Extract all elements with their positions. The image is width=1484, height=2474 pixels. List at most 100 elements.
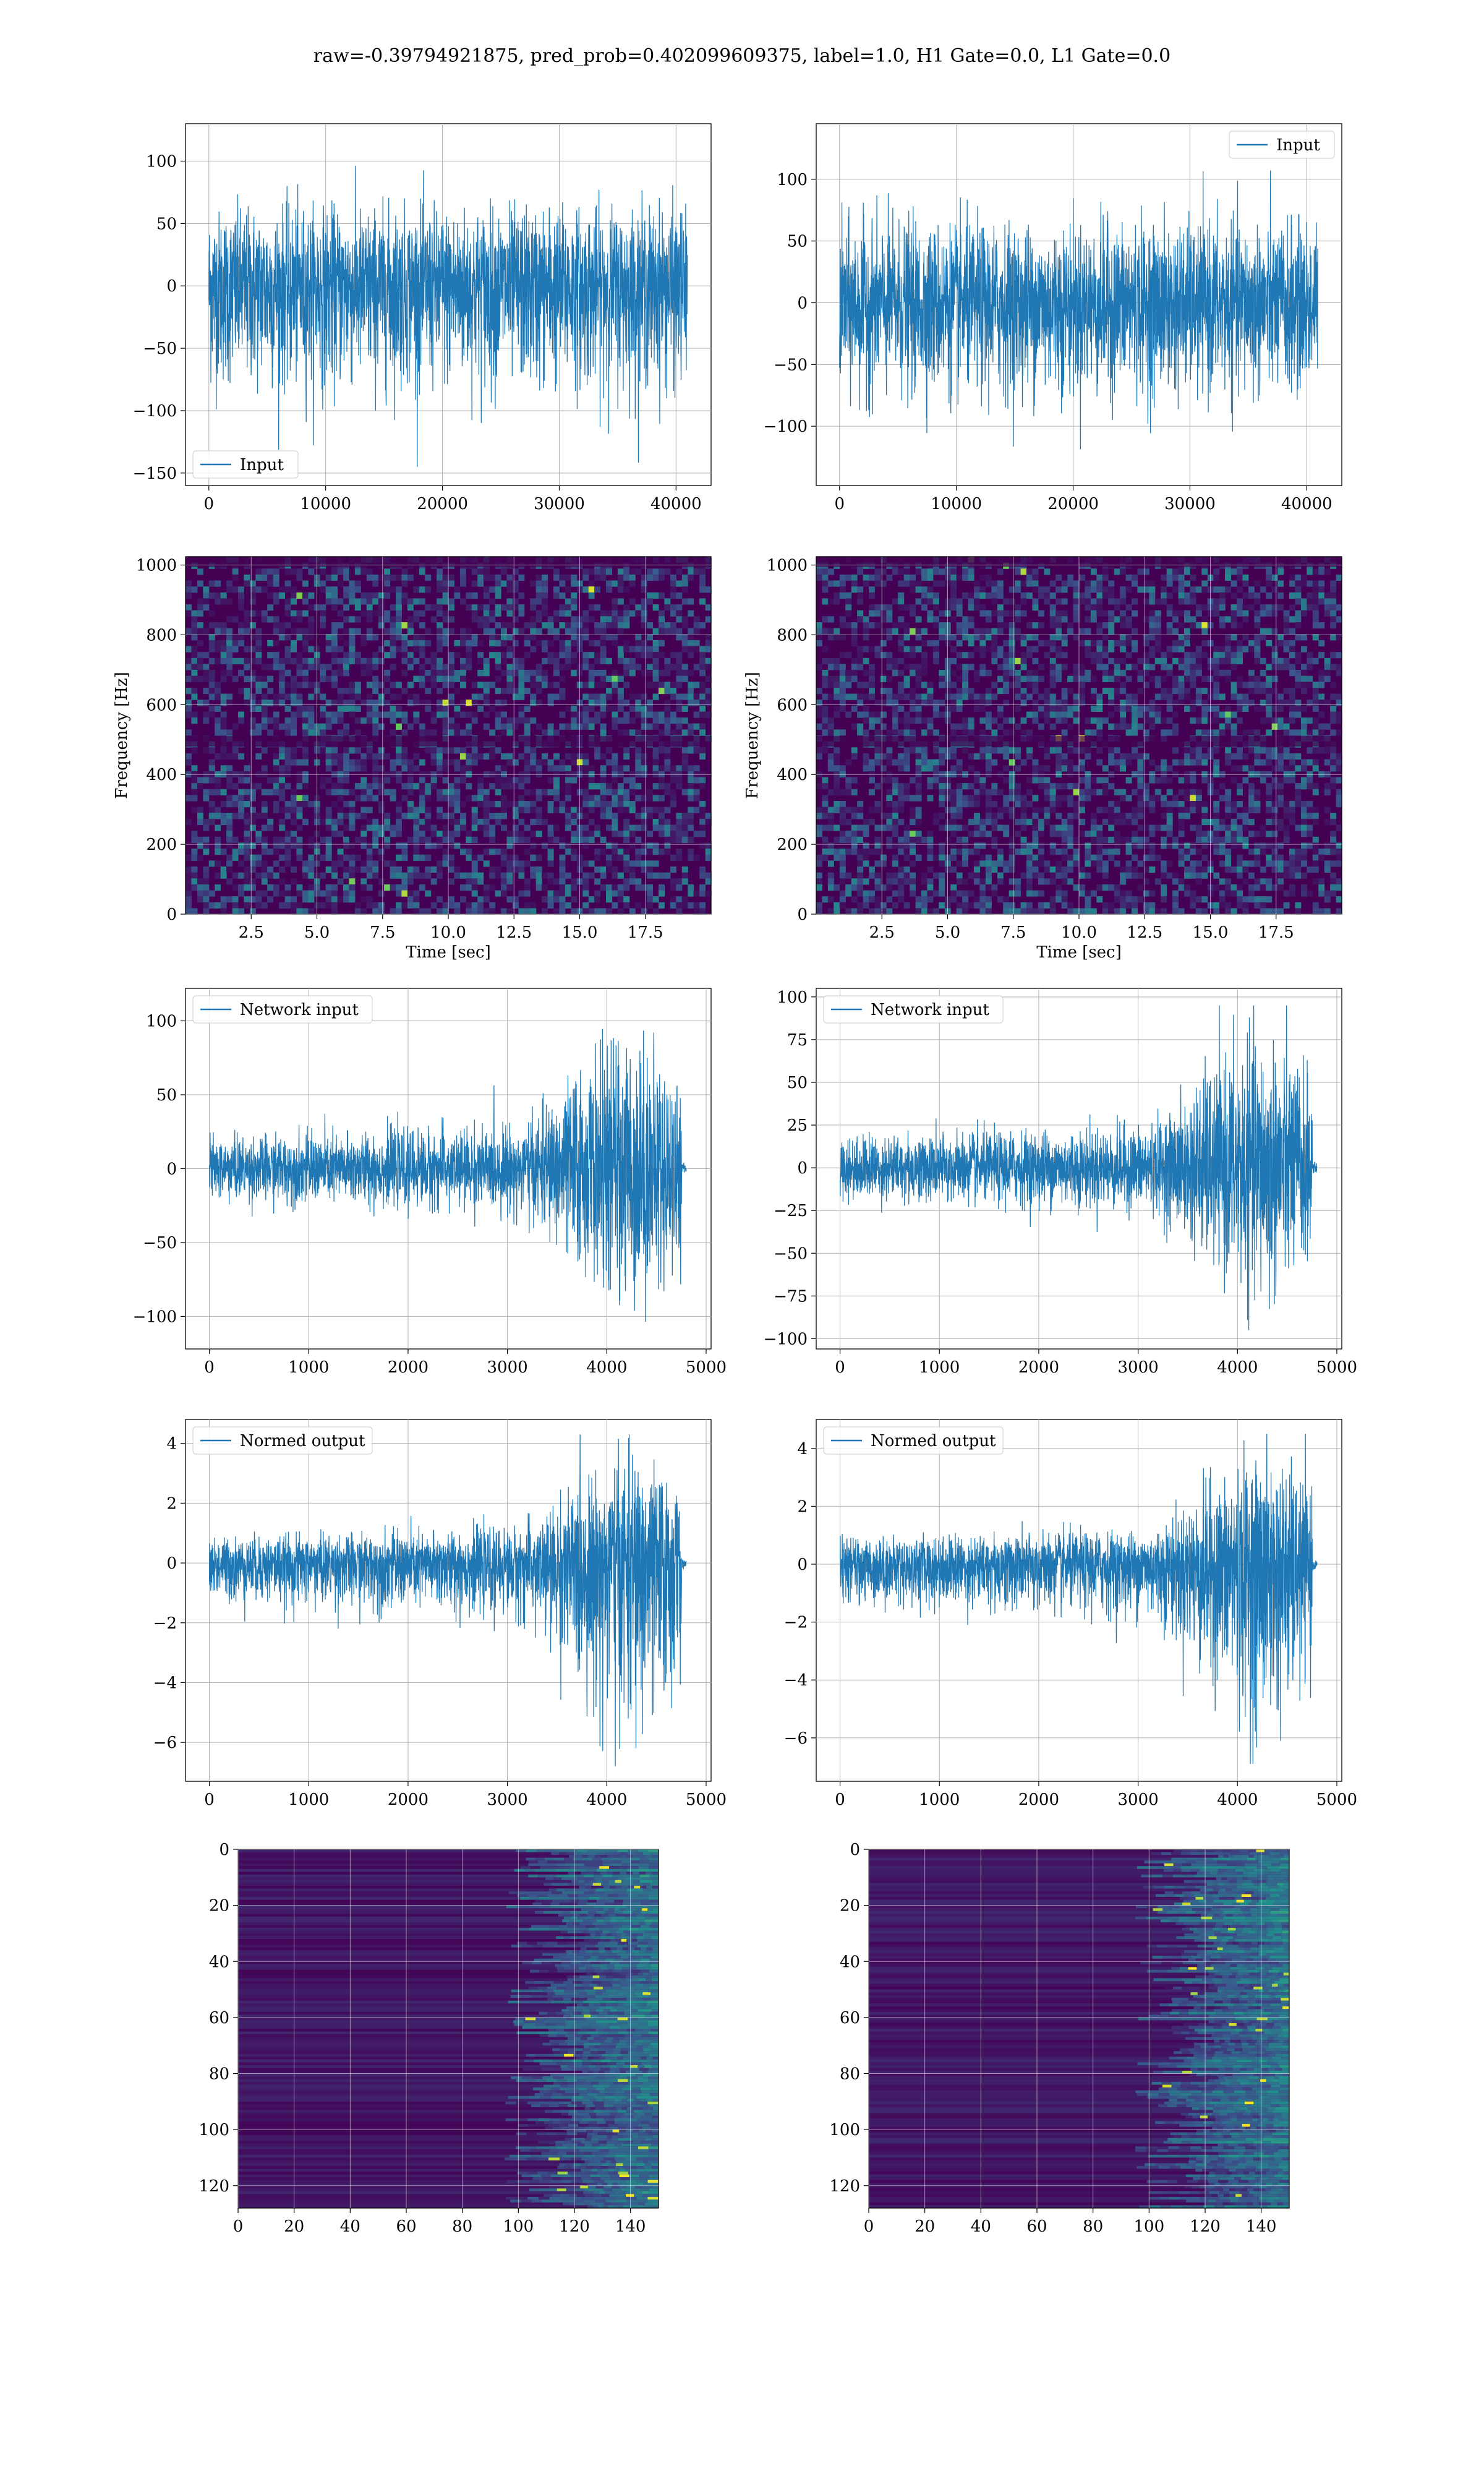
heatmap-cell [1085, 717, 1091, 724]
heatmap-cell [396, 801, 402, 808]
heatmap-cell [226, 628, 233, 635]
heatmap-cell [985, 616, 992, 623]
heatmap-cell [699, 884, 706, 891]
heatmap-cell [892, 878, 898, 885]
heatmap-cell [652, 640, 659, 647]
heatmap-cell [506, 652, 513, 659]
heatmap-cell [454, 801, 461, 808]
heatmap-cell [401, 634, 408, 641]
heatmap-cell [489, 831, 496, 837]
heatmap-cell [816, 831, 822, 837]
heatmap-cell [459, 765, 466, 772]
heatmap-cell [892, 723, 898, 730]
heatmap-cell [203, 878, 210, 885]
heatmap-cell [325, 586, 332, 593]
heatmap-cell [623, 646, 630, 653]
heatmap-cell [372, 777, 379, 784]
heatmap-cell [1073, 705, 1080, 712]
heatmap-cell [886, 693, 893, 700]
heatmap-cell [360, 807, 367, 813]
heatmap-cell [910, 884, 916, 891]
heatmap-cell [921, 753, 927, 760]
heatmap-cell [267, 849, 274, 855]
heatmap-cell [349, 884, 356, 891]
heatmap-cell [325, 807, 332, 813]
heatmap-cell [968, 634, 974, 641]
heatmap-cell [372, 753, 379, 760]
heatmap-cell [249, 908, 256, 915]
heatmap-cell [547, 807, 554, 813]
heatmap-cell [354, 604, 361, 611]
heatmap-cell [331, 824, 338, 831]
heatmap-cell [600, 675, 607, 682]
heatmap-cell [331, 652, 338, 659]
heatmap-cell [886, 753, 893, 760]
heatmap-cell [501, 604, 507, 611]
heatmap-cell [1096, 664, 1103, 670]
heatmap-cell [571, 604, 578, 611]
heatmap-cell [845, 675, 852, 682]
heatmap-cell [979, 854, 986, 861]
heatmap-cell [284, 610, 291, 617]
heatmap-cell [442, 670, 449, 677]
heatmap-cell [291, 723, 297, 730]
heatmap-cell [676, 723, 683, 730]
heatmap-cell [220, 693, 227, 700]
heatmap-cell [880, 765, 887, 772]
heatmap-cell [331, 640, 338, 647]
heatmap-cell [612, 824, 618, 831]
heatmap-cell [659, 777, 665, 784]
heatmap-cell [208, 592, 215, 599]
heatmap-cell [932, 890, 939, 897]
heatmap-cell [851, 789, 858, 795]
heatmap-cell [284, 860, 291, 867]
heatmap-cell [512, 824, 519, 831]
heatmap-cell [343, 747, 349, 754]
heatmap-cell [927, 759, 934, 766]
heatmap-cell [1009, 789, 1015, 795]
heatmap-cell [284, 568, 291, 575]
heatmap-cell [565, 598, 571, 605]
heatmap-cell [553, 908, 560, 915]
heatmap-cell [676, 652, 683, 659]
heatmap-cell [284, 717, 291, 724]
heatmap-cell [413, 616, 420, 623]
heatmap-cell [635, 878, 642, 885]
heatmap-cell [535, 789, 542, 795]
heatmap-cell [641, 580, 647, 587]
heatmap-cell [588, 675, 595, 682]
heatmap-cell [203, 824, 210, 831]
heatmap-cell [1079, 789, 1085, 795]
heatmap-cell [547, 652, 554, 659]
heatmap-cell [284, 670, 291, 677]
heatmap-cell [903, 836, 910, 843]
heatmap-cell [249, 670, 256, 677]
heatmap-cell [641, 670, 647, 677]
heatmap-cell [659, 574, 665, 581]
heatmap-cell [979, 884, 986, 891]
heatmap-cell [547, 765, 554, 772]
heatmap-cell [1049, 849, 1056, 855]
heatmap-cell [255, 628, 262, 635]
heatmap-cell [191, 622, 198, 629]
heatmap-cell [238, 807, 244, 813]
heatmap-cell [1032, 765, 1039, 772]
heatmap-cell [892, 801, 898, 808]
heatmap-cell [1120, 682, 1127, 688]
heatmap-cell [950, 634, 957, 641]
heatmap-cell [279, 628, 286, 635]
heatmap-cell [1096, 622, 1103, 629]
heatmap-cell [291, 586, 297, 593]
heatmap-cell [215, 705, 221, 712]
heatmap-cell [985, 610, 992, 617]
heatmap-cell [372, 842, 379, 849]
heatmap-cell [413, 836, 420, 843]
heatmap-cell [822, 801, 829, 808]
heatmap-cell [331, 592, 338, 599]
heatmap-cell [372, 818, 379, 826]
heatmap-cell [267, 675, 274, 682]
heatmap-cell [950, 616, 957, 623]
heatmap-cell [582, 652, 589, 659]
heatmap-cell [302, 759, 309, 766]
heatmap-cell [582, 610, 589, 617]
